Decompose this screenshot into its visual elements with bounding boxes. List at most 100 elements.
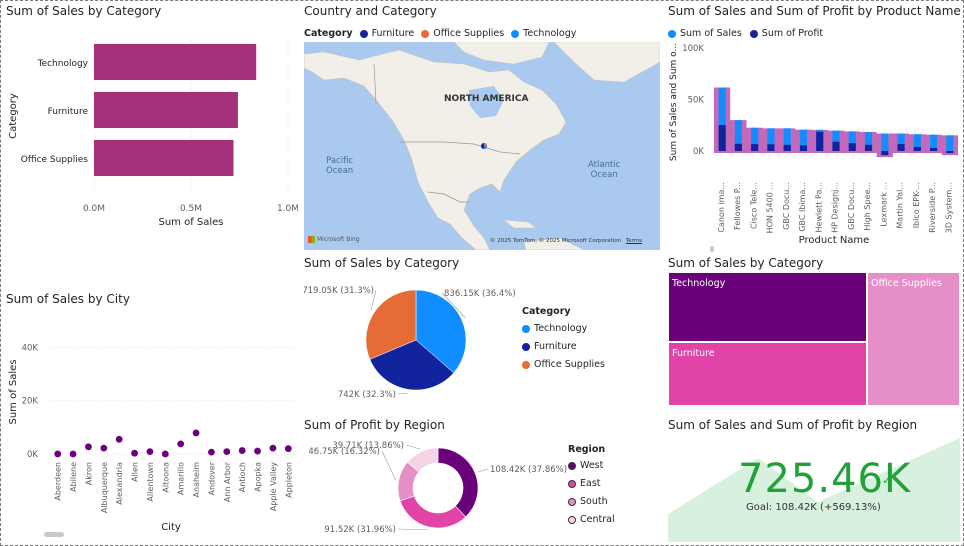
sales-bar <box>946 135 954 151</box>
legend-title: Category <box>522 306 571 317</box>
data-point <box>269 444 277 452</box>
visual-title: Sum of Sales by Category <box>6 4 162 18</box>
kpi-trend-svg <box>668 438 960 542</box>
profit-bar <box>734 143 742 151</box>
x-tick-label: Appleton <box>284 462 293 498</box>
profit-bar <box>718 125 726 151</box>
x-tick-label: Allentown <box>146 462 155 502</box>
sales-bar <box>734 120 742 151</box>
x-tick-label: Amarillo <box>177 462 186 495</box>
legend-dot-icon <box>568 479 576 488</box>
kpi-visual[interactable]: Sum of Sales and Sum of Profit by Region… <box>668 418 960 542</box>
data-point <box>54 450 62 458</box>
map-canvas[interactable]: NORTH AMERICA Pacific Ocean Atlantic Ocean… <box>304 42 660 250</box>
legend-item[interactable]: Sum of Sales <box>680 28 742 39</box>
bing-logo: Microsoft Bing <box>308 236 360 243</box>
legend-item[interactable]: Central <box>568 514 615 525</box>
x-tick-label: HP Designj... <box>831 182 840 233</box>
visual-title: Sum of Sales by City <box>6 292 130 306</box>
tile-label: Office Supplies <box>871 278 942 289</box>
kpi-goal: Goal: 108.42K (+569.13%) <box>746 502 881 513</box>
x-tick-label: 1.0M <box>277 204 298 214</box>
profit-bar <box>783 144 791 151</box>
horizontal-scrollbar[interactable] <box>710 246 714 252</box>
sales-bar <box>848 131 856 151</box>
data-label: 46.75K (16.32%) <box>308 447 380 457</box>
legend-item[interactable]: Technology <box>522 323 605 334</box>
pie-slice <box>415 289 467 374</box>
data-point <box>208 448 215 456</box>
data-point <box>146 448 154 455</box>
pie-legend: Category Technology Furniture Office Sup… <box>522 306 605 370</box>
bar-chart-svg: 0.0M 0.5M 1.0M Technology Furniture Office Su… <box>8 40 298 228</box>
data-label: 39.71K (13.86%) <box>332 441 404 451</box>
pie-category-visual[interactable]: Sum of Sales by Category 836.15K (36.4%)… <box>304 256 660 406</box>
data-point <box>238 447 246 454</box>
terms-link[interactable]: Terms <box>625 238 642 244</box>
x-axis-title: City <box>161 522 181 533</box>
x-tick-label: Riverside P... <box>928 182 937 233</box>
x-tick-label: 0.5M <box>180 204 202 214</box>
leader-line <box>370 289 377 311</box>
tile-label: Furniture <box>672 348 715 359</box>
legend-item[interactable]: East <box>568 478 615 489</box>
x-tick-label: Akron <box>84 462 93 485</box>
legend-item[interactable]: South <box>568 496 615 507</box>
donut-region-visual[interactable]: Sum of Profit by Region 108.42K (37.86%)… <box>304 418 660 544</box>
treemap-tile[interactable]: Furniture <box>668 342 867 406</box>
bar <box>94 44 257 80</box>
treemap-tile[interactable]: Office Supplies <box>867 272 960 406</box>
legend-dot-icon <box>568 497 576 506</box>
legend-item[interactable]: Furniture <box>371 28 415 39</box>
x-tick-label: Allen <box>131 462 140 482</box>
leader-line <box>477 468 489 473</box>
microsoft-icon <box>308 236 315 243</box>
x-tick-label: High Spee... <box>863 182 872 231</box>
legend-dot-icon <box>359 29 368 38</box>
legend-dot-icon <box>668 29 676 38</box>
profit-bar <box>913 146 921 151</box>
y-tick-label: 40K <box>22 343 39 353</box>
check-icon: ✓ <box>882 474 892 487</box>
x-tick-label: Ann Arbor <box>223 461 232 502</box>
map-continent-label: NORTH AMERICA <box>444 94 529 104</box>
map-visual[interactable]: Country and Category Category Furniture … <box>304 4 660 252</box>
treemap-visual[interactable]: Sum of Sales by Category Technology Offi… <box>668 256 960 408</box>
sales-by-city-visual[interactable]: Sum of Sales by City 0K 20K 40K Aberdeen Abi… <box>6 292 298 542</box>
kpi-value: 725.46K <box>738 456 912 502</box>
ribbon <box>714 87 958 158</box>
x-tick-label: Martin Yal... <box>896 182 905 229</box>
legend-dot-icon <box>421 29 430 38</box>
profit-bar <box>751 144 759 151</box>
legend-item[interactable]: Office Supplies <box>433 28 505 39</box>
data-point <box>284 445 292 453</box>
data-point <box>131 449 138 457</box>
donut-slice <box>399 495 467 529</box>
sales-profit-product-visual[interactable]: Sum of Sales and Sum of Profit by Produc… <box>668 4 961 254</box>
x-tick-label: Aberdeen <box>54 462 63 501</box>
sales-bar <box>751 127 759 151</box>
legend-item[interactable]: Furniture <box>522 341 605 352</box>
map-svg <box>304 42 660 250</box>
donut-slice <box>406 447 439 473</box>
legend-item[interactable]: Technology <box>523 28 577 39</box>
x-tick-label: Ibico EPK-... <box>912 182 921 228</box>
profit-bar <box>816 131 824 151</box>
treemap-tile[interactable]: Technology <box>668 272 867 342</box>
data-point <box>177 440 185 448</box>
x-tick-label: GBC Docu... <box>847 182 856 230</box>
x-tick-label: Hewlett Pa... <box>814 182 823 232</box>
data-point <box>85 443 92 451</box>
legend-item[interactable]: Sum of Profit <box>761 28 824 39</box>
legend-item[interactable]: West <box>568 460 615 471</box>
sales-bar <box>718 87 726 151</box>
data-point <box>69 450 77 458</box>
horizontal-scrollbar[interactable] <box>44 532 64 537</box>
sales-by-category-bar-visual[interactable]: Sum of Sales by Category 0.0M 0.5M 1.0M Tec… <box>6 4 298 244</box>
tile-label: Technology <box>672 278 726 289</box>
visual-title: Sum of Sales and Sum of Profit by Region <box>668 418 918 432</box>
leader-line <box>397 528 428 531</box>
sales-bar <box>913 134 921 151</box>
y-tick-label: 100K <box>682 44 704 54</box>
legend-item[interactable]: Office Supplies <box>522 359 605 370</box>
